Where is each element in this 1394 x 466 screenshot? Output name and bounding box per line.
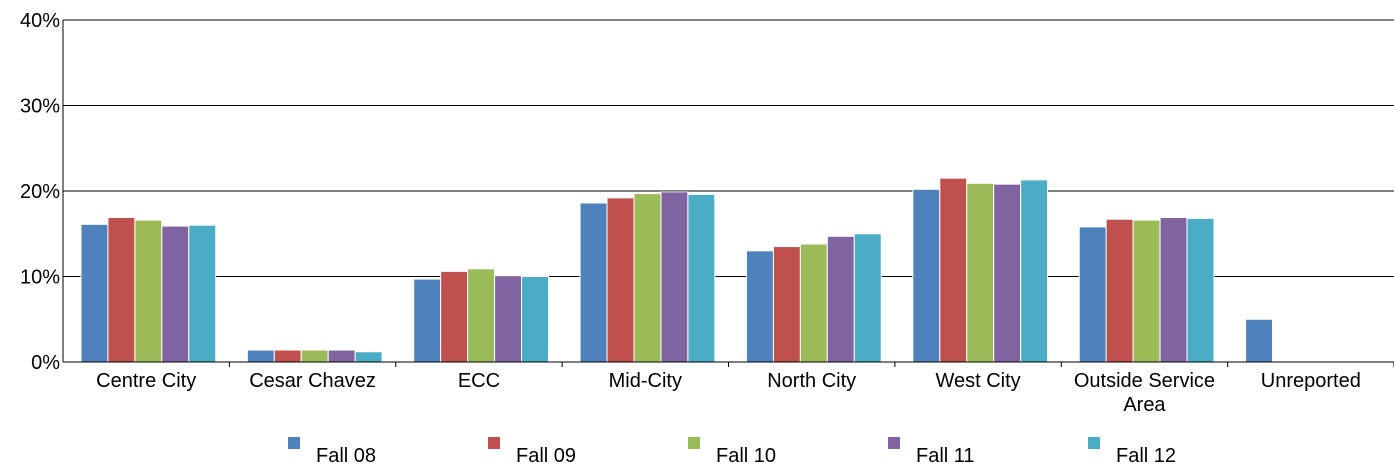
x-tick-label: West City — [935, 370, 1020, 392]
y-tick-label: 10% — [20, 267, 60, 289]
legend-label: Fall 10 — [716, 445, 776, 466]
bar — [327, 349, 356, 363]
bar — [134, 219, 163, 363]
bar — [772, 246, 801, 363]
x-tick-label: Outside Service Area — [1074, 370, 1215, 416]
legend-label: Fall 09 — [516, 445, 576, 466]
x-tick-label: Mid-City — [609, 370, 682, 392]
bar — [80, 223, 109, 363]
bar — [633, 193, 662, 363]
y-tick-label: 20% — [20, 181, 60, 203]
bar — [993, 183, 1022, 363]
x-tick-label: North City — [767, 370, 856, 392]
x-tick-label: ECC — [458, 370, 500, 392]
bar — [745, 250, 774, 363]
y-tick-label: 40% — [20, 10, 60, 32]
bar — [440, 270, 469, 363]
bar — [300, 349, 329, 363]
legend-swatch — [488, 437, 500, 449]
bar — [1078, 226, 1107, 363]
bar — [467, 268, 496, 363]
bar — [579, 202, 608, 363]
bar — [413, 278, 442, 363]
bar — [273, 349, 302, 363]
bar — [660, 191, 689, 363]
legend-swatch — [288, 437, 300, 449]
bar — [966, 182, 995, 363]
y-tick-label: 0% — [31, 352, 60, 374]
legend-swatch — [888, 437, 900, 449]
bar — [799, 243, 828, 363]
bar — [354, 351, 383, 363]
bar — [826, 235, 855, 363]
bar — [246, 349, 275, 363]
bar — [188, 224, 217, 363]
bar — [521, 276, 549, 363]
bar — [939, 177, 968, 363]
legend-swatch — [688, 437, 700, 449]
x-tick-label: Centre City — [96, 370, 196, 392]
x-tick-label: Unreported — [1261, 370, 1361, 392]
bar — [1186, 217, 1215, 363]
x-tick-label: Cesar Chavez — [249, 370, 376, 392]
bar — [494, 275, 523, 363]
bar — [687, 193, 716, 363]
legend-label: Fall 11 — [916, 445, 975, 466]
bar — [1159, 217, 1188, 363]
bar — [161, 225, 190, 363]
legend-swatch — [1088, 437, 1100, 449]
legend-label: Fall 08 — [316, 445, 376, 466]
bar — [853, 233, 882, 363]
bar — [107, 217, 136, 363]
bar — [1020, 179, 1049, 363]
bar — [1105, 218, 1134, 363]
y-tick-label: 30% — [20, 96, 60, 118]
legend-label: Fall 12 — [1116, 445, 1176, 466]
bar — [1245, 318, 1274, 363]
bar — [606, 197, 635, 363]
bar — [1132, 219, 1161, 363]
bar — [912, 188, 941, 363]
